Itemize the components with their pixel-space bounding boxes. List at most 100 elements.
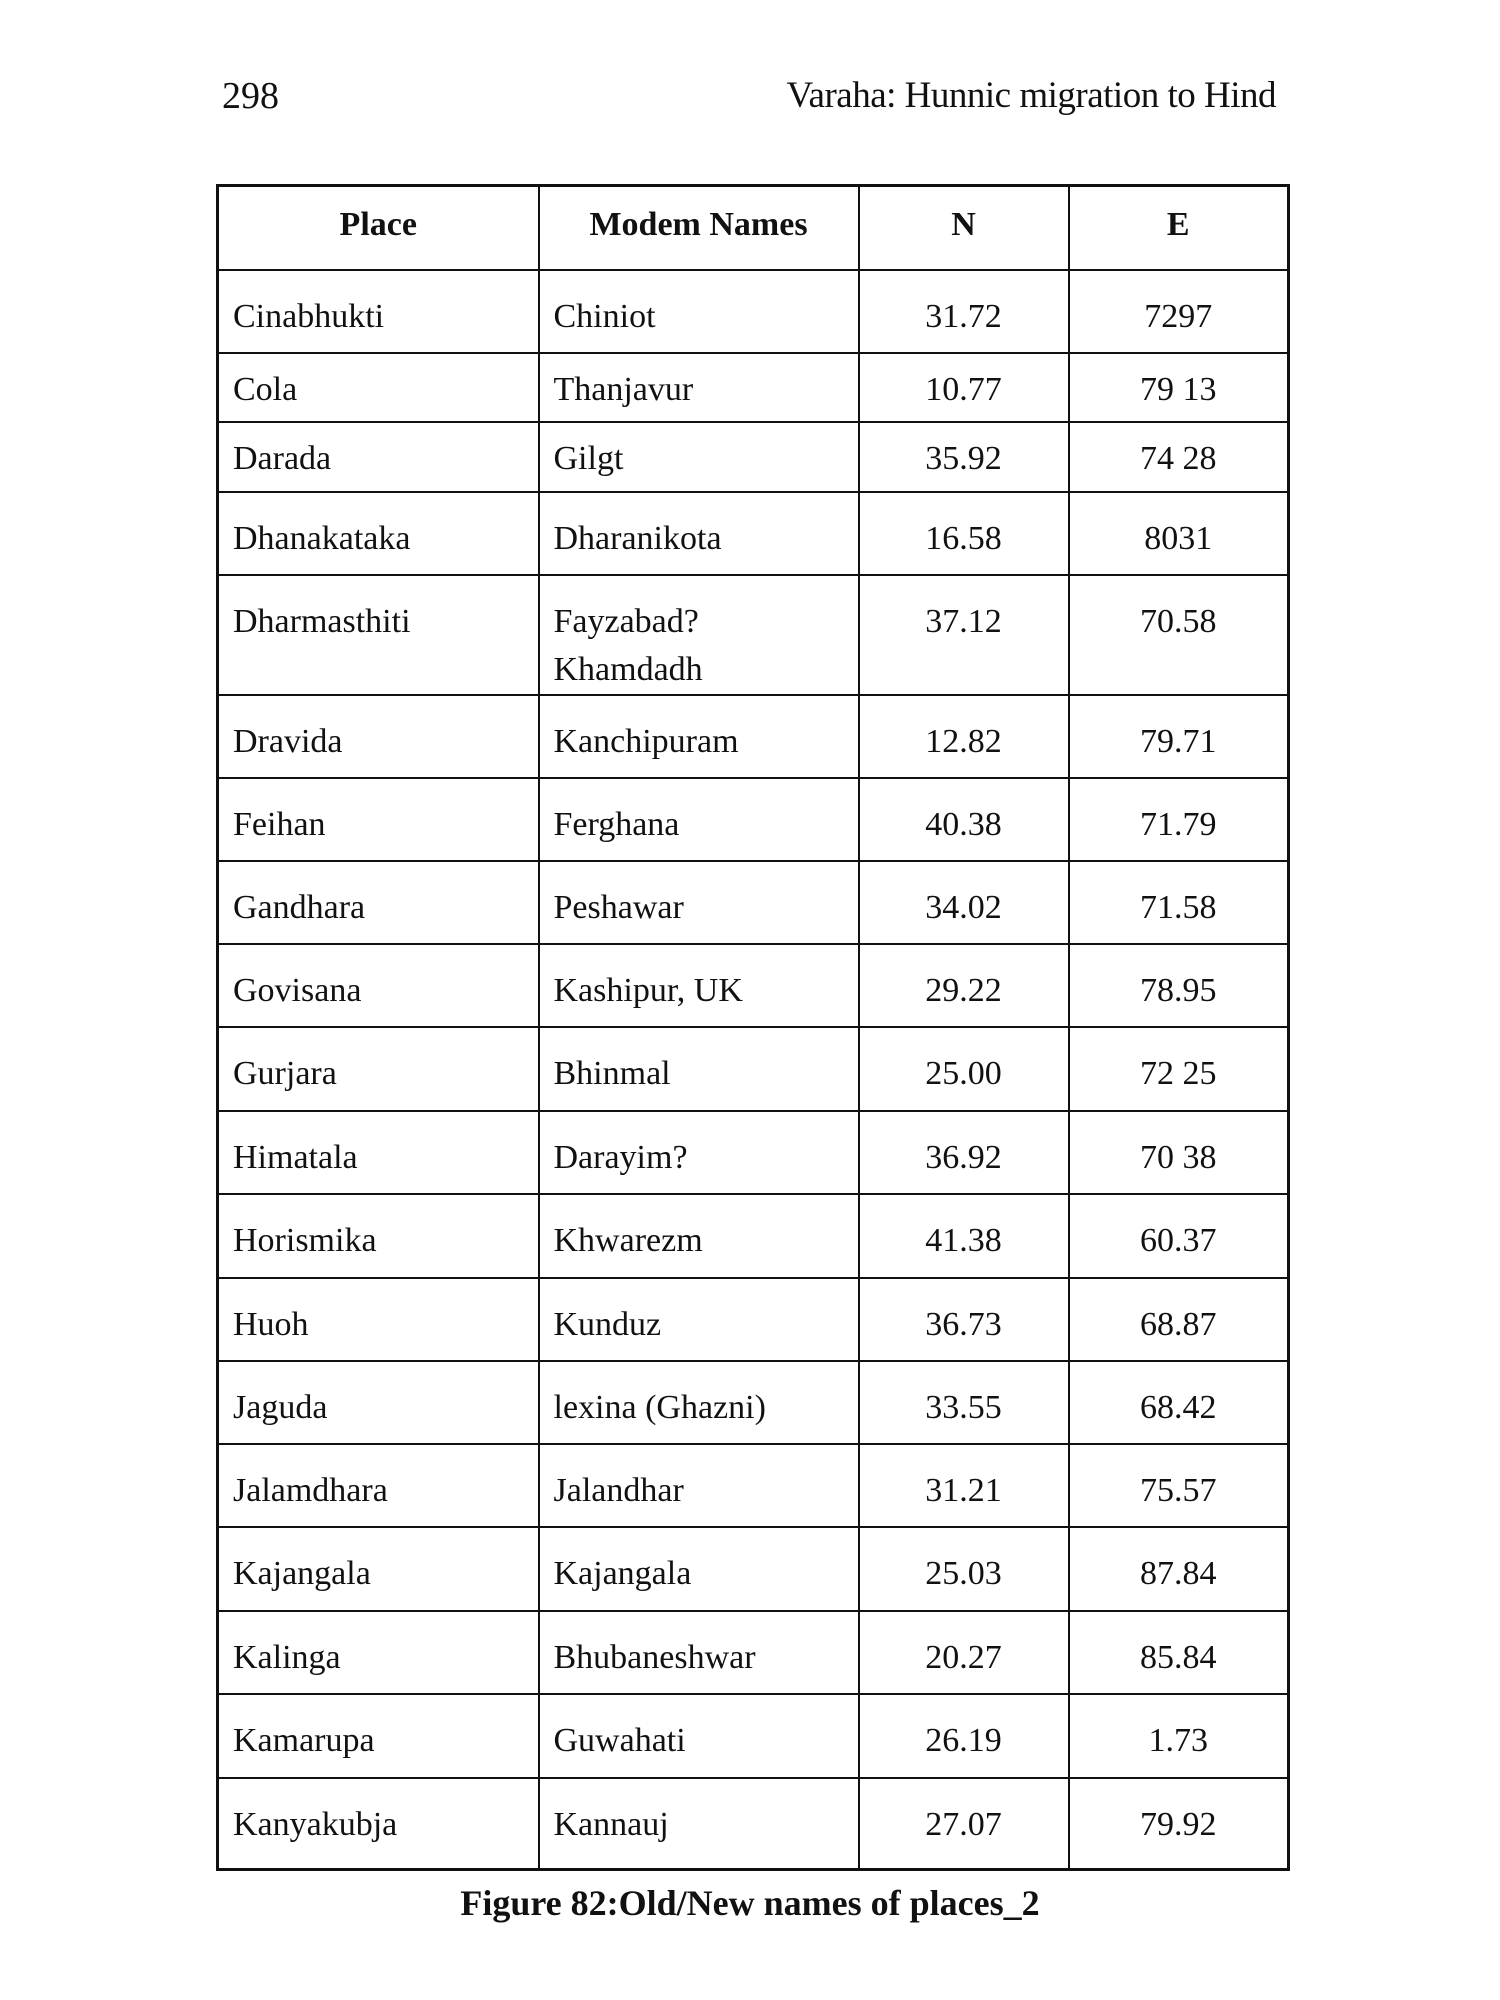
place-cell: Dhanakataka — [216, 490, 540, 576]
longitude-cell: 78.95 — [1067, 942, 1290, 1028]
table-row: Kanyakubja Kannauj 27.07 79.92 — [216, 1776, 1290, 1871]
place-cell: Kamarupa — [216, 1692, 540, 1779]
table-row: Cinabhukti Chiniot 31.72 7297 — [216, 268, 1290, 354]
latitude-cell: 34.02 — [857, 859, 1070, 945]
longitude-cell: 8031 — [1067, 490, 1290, 576]
latitude-cell: 35.92 — [857, 420, 1070, 493]
place-cell: Jaguda — [216, 1359, 540, 1445]
place-cell: Kajangala — [216, 1525, 540, 1612]
modern-name-cell: Gilgt — [537, 420, 860, 493]
latitude-cell: 16.58 — [857, 490, 1070, 576]
modern-name-cell: Dharanikota — [537, 490, 860, 576]
longitude-cell: 79 13 — [1067, 351, 1290, 423]
place-cell: Kanyakubja — [216, 1776, 540, 1871]
table-row: Gandhara Peshawar 34.02 71.58 — [216, 859, 1290, 945]
place-cell: Jalamdhara — [216, 1442, 540, 1528]
modern-name-cell: Bhinmal — [537, 1025, 860, 1112]
table-row: Gurjara Bhinmal 25.00 72 25 — [216, 1025, 1290, 1112]
longitude-cell: 79.71 — [1067, 693, 1290, 779]
running-title: Varaha: Hunnic migration to Hind — [786, 75, 1276, 116]
modern-name-cell: Ferghana — [537, 776, 860, 862]
longitude-cell: 71.79 — [1067, 776, 1290, 862]
longitude-cell: 87.84 — [1067, 1525, 1290, 1612]
table-header-row: Place Modem Names N E — [216, 184, 1290, 271]
table-row: Dravida Kanchipuram 12.82 79.71 — [216, 693, 1290, 779]
place-cell: Dharmasthiti — [216, 573, 540, 696]
table-row: Huoh Kunduz 36.73 68.87 — [216, 1276, 1290, 1362]
latitude-cell: 12.82 — [857, 693, 1070, 779]
modern-name-cell: Kashipur, UK — [537, 942, 860, 1028]
table-row: Horismika Khwarezm 41.38 60.37 — [216, 1192, 1290, 1279]
longitude-cell: 85.84 — [1067, 1609, 1290, 1695]
latitude-cell: 31.72 — [857, 268, 1070, 354]
latitude-cell: 36.73 — [857, 1276, 1070, 1362]
modern-name-cell: Fayzabad? Khamdadh — [537, 573, 860, 696]
table-row: Cola Thanjavur 10.77 79 13 — [216, 351, 1290, 423]
column-header-place: Place — [216, 184, 540, 271]
table-row: Himatala Darayim? 36.92 70 38 — [216, 1109, 1290, 1195]
place-cell: Himatala — [216, 1109, 540, 1195]
table-row: Dhanakataka Dharanikota 16.58 8031 — [216, 490, 1290, 576]
longitude-cell: 7297 — [1067, 268, 1290, 354]
latitude-cell: 10.77 — [857, 351, 1070, 423]
place-cell: Cinabhukti — [216, 268, 540, 354]
latitude-cell: 36.92 — [857, 1109, 1070, 1195]
modern-name-cell: Kannauj — [537, 1776, 860, 1871]
modern-name-cell: Bhubaneshwar — [537, 1609, 860, 1695]
modern-name-cell: Kunduz — [537, 1276, 860, 1362]
modern-name-cell: Thanjavur — [537, 351, 860, 423]
longitude-cell: 68.87 — [1067, 1276, 1290, 1362]
place-cell: Feihan — [216, 776, 540, 862]
modern-name-cell: Khwarezm — [537, 1192, 860, 1279]
longitude-cell: 74 28 — [1067, 420, 1290, 493]
longitude-cell: 1.73 — [1067, 1692, 1290, 1779]
table-row: Kamarupa Guwahati 26.19 1.73 — [216, 1692, 1290, 1779]
longitude-cell: 70 38 — [1067, 1109, 1290, 1195]
table-row: Govisana Kashipur, UK 29.22 78.95 — [216, 942, 1290, 1028]
figure-caption: Figure 82:Old/New names of places_2 — [460, 1883, 1040, 1923]
places-table: Place Modem Names N E Cinabhukti Chiniot 31.7… — [216, 184, 1290, 1871]
latitude-cell: 25.00 — [857, 1025, 1070, 1112]
longitude-cell: 71.58 — [1067, 859, 1290, 945]
place-cell: Horismika — [216, 1192, 540, 1279]
place-cell: Govisana — [216, 942, 540, 1028]
latitude-cell: 25.03 — [857, 1525, 1070, 1612]
place-cell: Gurjara — [216, 1025, 540, 1112]
modern-name-cell: Kanchipuram — [537, 693, 860, 779]
latitude-cell: 29.22 — [857, 942, 1070, 1028]
place-cell: Dravida — [216, 693, 540, 779]
latitude-cell: 31.21 — [857, 1442, 1070, 1528]
latitude-cell: 40.38 — [857, 776, 1070, 862]
column-header-modern-names: Modem Names — [537, 184, 860, 271]
column-header-n: N — [857, 184, 1070, 271]
longitude-cell: 60.37 — [1067, 1192, 1290, 1279]
table-row: Dharmasthiti Fayzabad? Khamdadh 37.12 70.58 — [216, 573, 1290, 696]
modern-name-cell: Kajangala — [537, 1525, 860, 1612]
table-row: Jaguda lexina (Ghazni) 33.55 68.42 — [216, 1359, 1290, 1445]
latitude-cell: 41.38 — [857, 1192, 1070, 1279]
table-row: Darada Gilgt 35.92 74 28 — [216, 420, 1290, 493]
longitude-cell: 68.42 — [1067, 1359, 1290, 1445]
table-row: Kajangala Kajangala 25.03 87.84 — [216, 1525, 1290, 1612]
longitude-cell: 70.58 — [1067, 573, 1290, 696]
latitude-cell: 26.19 — [857, 1692, 1070, 1779]
place-cell: Cola — [216, 351, 540, 423]
modern-name-cell: lexina (Ghazni) — [537, 1359, 860, 1445]
place-cell: Kalinga — [216, 1609, 540, 1695]
modern-name-cell: Chiniot — [537, 268, 860, 354]
place-cell: Darada — [216, 420, 540, 493]
longitude-cell: 72 25 — [1067, 1025, 1290, 1112]
longitude-cell: 75.57 — [1067, 1442, 1290, 1528]
modern-name-cell: Darayim? — [537, 1109, 860, 1195]
modern-name-cell: Peshawar — [537, 859, 860, 945]
latitude-cell: 27.07 — [857, 1776, 1070, 1871]
table-row: Jalamdhara Jalandhar 31.21 75.57 — [216, 1442, 1290, 1528]
latitude-cell: 37.12 — [857, 573, 1070, 696]
table-row: Feihan Ferghana 40.38 71.79 — [216, 776, 1290, 862]
latitude-cell: 33.55 — [857, 1359, 1070, 1445]
modern-name-cell: Jalandhar — [537, 1442, 860, 1528]
place-cell: Huoh — [216, 1276, 540, 1362]
longitude-cell: 79.92 — [1067, 1776, 1290, 1871]
column-header-e: E — [1067, 184, 1290, 271]
place-cell: Gandhara — [216, 859, 540, 945]
